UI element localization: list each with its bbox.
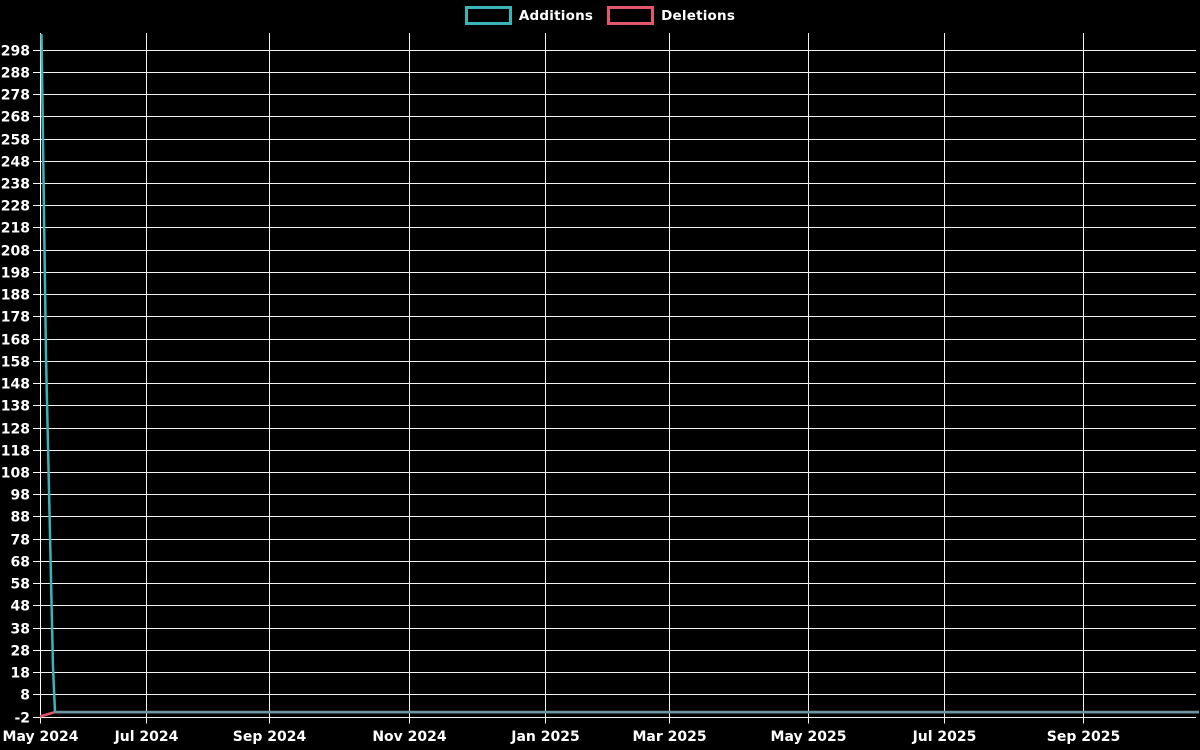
svg-text:68: 68 xyxy=(11,555,30,571)
svg-text:May 2024: May 2024 xyxy=(3,729,79,745)
svg-text:Sep 2025: Sep 2025 xyxy=(1047,729,1120,745)
svg-text:98: 98 xyxy=(11,488,30,504)
svg-text:208: 208 xyxy=(1,244,30,260)
svg-text:58: 58 xyxy=(11,577,30,593)
legend-label-deletions: Deletions xyxy=(661,7,736,24)
svg-text:158: 158 xyxy=(1,355,30,371)
svg-text:-2: -2 xyxy=(14,711,30,727)
svg-text:88: 88 xyxy=(11,510,30,526)
svg-text:298: 298 xyxy=(1,44,30,60)
svg-text:108: 108 xyxy=(1,466,30,482)
svg-text:198: 198 xyxy=(1,266,30,282)
svg-text:48: 48 xyxy=(11,599,30,615)
svg-text:138: 138 xyxy=(1,399,30,415)
svg-text:278: 278 xyxy=(1,88,30,104)
svg-text:Sep 2024: Sep 2024 xyxy=(233,729,307,745)
svg-text:128: 128 xyxy=(1,422,30,438)
svg-text:78: 78 xyxy=(11,533,30,549)
svg-text:288: 288 xyxy=(1,66,30,82)
svg-text:228: 228 xyxy=(1,199,30,215)
legend-item-deletions[interactable]: Deletions xyxy=(607,6,735,25)
svg-text:18: 18 xyxy=(11,666,30,682)
deletions-swatch-icon xyxy=(607,6,655,25)
svg-text:178: 178 xyxy=(1,310,30,326)
svg-text:28: 28 xyxy=(11,644,30,660)
svg-text:118: 118 xyxy=(1,444,30,460)
svg-text:May 2025: May 2025 xyxy=(771,729,847,745)
svg-text:168: 168 xyxy=(1,333,30,349)
svg-text:Nov 2024: Nov 2024 xyxy=(372,729,447,745)
chart-legend: Additions Deletions xyxy=(0,6,1200,25)
legend-label-additions: Additions xyxy=(518,7,594,24)
svg-text:Jul 2025: Jul 2025 xyxy=(912,729,977,745)
svg-text:Mar 2025: Mar 2025 xyxy=(632,729,706,745)
svg-text:268: 268 xyxy=(1,110,30,126)
svg-text:8: 8 xyxy=(20,688,30,704)
svg-text:218: 218 xyxy=(1,221,30,237)
svg-text:Jan 2025: Jan 2025 xyxy=(510,729,579,745)
legend-item-additions[interactable]: Additions xyxy=(464,6,594,25)
svg-text:238: 238 xyxy=(1,177,30,193)
additions-swatch-icon xyxy=(464,6,512,25)
svg-text:188: 188 xyxy=(1,288,30,304)
svg-text:38: 38 xyxy=(11,622,30,638)
svg-text:Jul 2024: Jul 2024 xyxy=(114,729,179,745)
svg-text:248: 248 xyxy=(1,155,30,171)
svg-text:148: 148 xyxy=(1,377,30,393)
svg-text:258: 258 xyxy=(1,133,30,149)
